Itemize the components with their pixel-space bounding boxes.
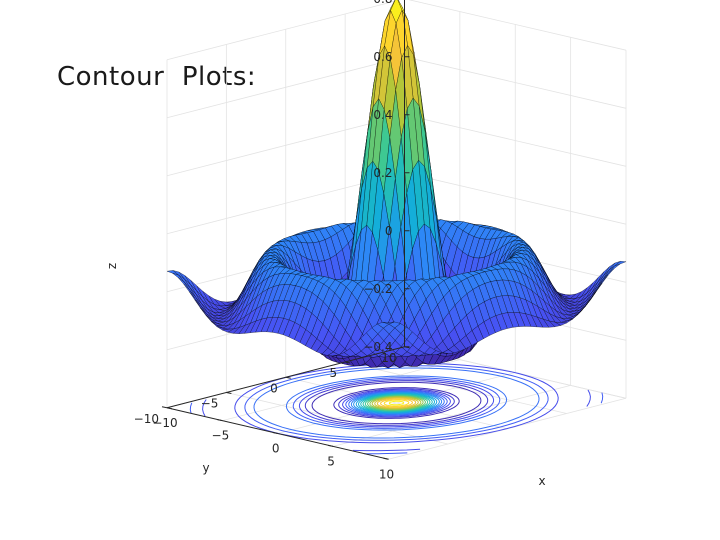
contour-line: [333, 387, 460, 419]
contour-line: [345, 390, 448, 416]
contour-line: [360, 393, 433, 413]
contour-line: [376, 397, 417, 409]
y-tick: [166, 407, 173, 410]
contour-line: [342, 389, 451, 417]
y-tick-label: −10: [134, 412, 159, 426]
x-axis-label: x: [538, 474, 545, 488]
contour-line: [371, 396, 422, 410]
x-tick-label: 5: [327, 454, 335, 468]
contour-line: [364, 452, 408, 455]
y-tick-label: 10: [381, 351, 396, 365]
surface-face: [382, 321, 395, 325]
x-tick-label: 10: [379, 467, 394, 481]
contour-line: [304, 380, 489, 426]
contour-line: [189, 402, 193, 414]
contour-line: [285, 375, 508, 431]
x-tick: [328, 444, 334, 447]
contour-line: [388, 400, 405, 406]
x-tick: [272, 432, 278, 434]
x-tick: [217, 419, 223, 422]
surface-mesh: [166, 0, 627, 369]
contour-line: [353, 392, 440, 414]
contour-line: [348, 390, 445, 416]
z-axis-label: z: [105, 263, 119, 269]
contour-line: [369, 396, 424, 410]
contour-line: [311, 381, 482, 425]
y-tick-label: −5: [201, 397, 219, 411]
contour-line: [350, 391, 443, 415]
contour-line: [367, 395, 426, 411]
z-tick-label: 0.2: [373, 166, 392, 180]
z-tick-label: −0.2: [363, 282, 392, 296]
contour-line: [253, 367, 540, 439]
contour-line: [380, 398, 413, 408]
contour-line: [352, 448, 421, 452]
z-tick-label: −0.4: [363, 340, 392, 354]
contour-line: [364, 394, 429, 412]
x-tick: [161, 406, 168, 409]
contour-line: [298, 378, 495, 428]
x-tick-label: −10: [152, 416, 177, 430]
y-tick-label: 0: [270, 381, 278, 395]
grid-line: [166, 0, 627, 61]
contour-line: [244, 365, 549, 441]
z-tick-label: 0: [385, 224, 393, 238]
axis-labels: x y z: [105, 263, 546, 488]
contour-line: [586, 389, 591, 407]
contour-line: [338, 388, 455, 418]
grid-line: [333, 384, 571, 447]
contour-line: [600, 392, 604, 404]
contour-line: [292, 377, 501, 429]
y-tick: [345, 361, 351, 364]
y-axis-label: y: [202, 461, 209, 475]
grid-line: [285, 376, 508, 430]
contour-line: [202, 399, 207, 417]
contour-line: [383, 399, 410, 407]
contour-line: [357, 393, 436, 413]
contour-line: [362, 394, 431, 412]
x-tick-label: −5: [212, 429, 230, 443]
grid-line: [345, 361, 567, 414]
slide-title: Contour Plots:: [57, 62, 257, 92]
y-tick: [226, 392, 232, 394]
z-tick-label: 0.6: [373, 50, 392, 64]
contour-line: [374, 397, 419, 409]
x-tick: [383, 457, 389, 460]
z-tick-label: 0.8: [373, 0, 392, 6]
z-tick-label: 0.4: [373, 108, 392, 122]
x-tick-label: 0: [272, 442, 280, 456]
y-tick-label: 5: [329, 366, 337, 380]
y-tick: [285, 376, 291, 379]
contour-line: [355, 392, 438, 414]
